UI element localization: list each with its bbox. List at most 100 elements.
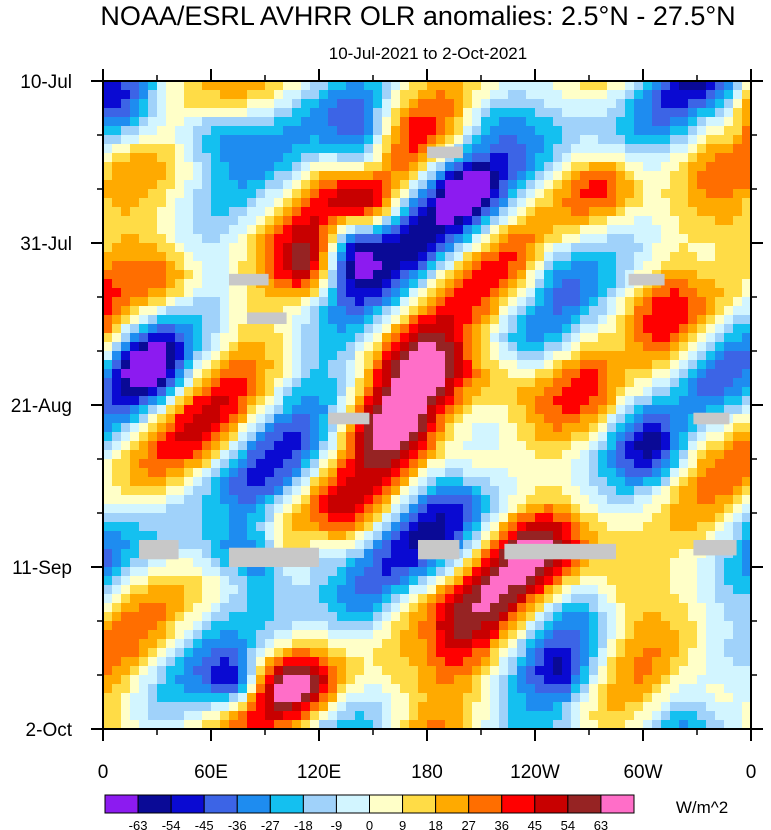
anomaly-cell <box>184 675 194 685</box>
anomaly-cell <box>391 495 401 505</box>
anomaly-cell <box>490 684 500 694</box>
anomaly-cell <box>229 81 239 91</box>
anomaly-cell <box>157 558 167 568</box>
anomaly-cell <box>337 405 347 415</box>
anomaly-cell <box>355 99 365 109</box>
anomaly-cell <box>553 234 563 244</box>
anomaly-cell <box>274 135 284 145</box>
anomaly-cell <box>724 513 734 523</box>
anomaly-cell <box>211 585 221 595</box>
anomaly-cell <box>553 639 563 649</box>
anomaly-cell <box>274 405 284 415</box>
anomaly-cell <box>211 279 221 289</box>
anomaly-cell <box>256 207 266 217</box>
anomaly-cell <box>535 270 545 280</box>
anomaly-cell <box>571 207 581 217</box>
anomaly-cell <box>337 279 347 289</box>
anomaly-cell <box>481 567 491 577</box>
anomaly-cell <box>220 198 230 208</box>
anomaly-cell <box>202 684 212 694</box>
anomaly-cell <box>193 333 203 343</box>
anomaly-cell <box>544 459 554 469</box>
anomaly-cell <box>436 315 446 325</box>
anomaly-cell <box>265 477 275 487</box>
anomaly-cell <box>562 387 572 397</box>
anomaly-cell <box>265 702 275 712</box>
anomaly-cell <box>103 252 113 262</box>
anomaly-cell <box>346 108 356 118</box>
anomaly-cell <box>247 90 257 100</box>
anomaly-cell <box>544 189 554 199</box>
anomaly-cell <box>697 558 707 568</box>
anomaly-cell <box>283 288 293 298</box>
anomaly-cell <box>499 198 509 208</box>
anomaly-cell <box>373 549 383 559</box>
anomaly-cell <box>121 117 131 127</box>
anomaly-cell <box>310 207 320 217</box>
anomaly-cell <box>319 180 329 190</box>
anomaly-cell <box>301 522 311 532</box>
anomaly-cell <box>400 234 410 244</box>
anomaly-cell <box>148 630 158 640</box>
anomaly-cell <box>616 297 626 307</box>
anomaly-cell <box>373 234 383 244</box>
anomaly-cell <box>661 513 671 523</box>
anomaly-cell <box>346 540 356 550</box>
anomaly-cell <box>301 432 311 442</box>
anomaly-cell <box>166 675 176 685</box>
anomaly-cell <box>256 99 266 109</box>
anomaly-cell <box>490 108 500 118</box>
anomaly-cell <box>715 504 725 514</box>
anomaly-cell <box>256 468 266 478</box>
anomaly-cell <box>247 504 257 514</box>
anomaly-cell <box>283 414 293 424</box>
anomaly-cell <box>346 621 356 631</box>
anomaly-cell <box>211 630 221 640</box>
anomaly-cell <box>625 405 635 415</box>
anomaly-cell <box>220 99 230 109</box>
anomaly-cell <box>184 135 194 145</box>
anomaly-cell <box>454 630 464 640</box>
anomaly-cell <box>508 486 518 496</box>
anomaly-cell <box>175 351 185 361</box>
anomaly-cell <box>670 540 680 550</box>
anomaly-cell <box>733 252 743 262</box>
anomaly-cell <box>670 450 680 460</box>
anomaly-cell <box>355 225 365 235</box>
anomaly-cell <box>175 144 185 154</box>
anomaly-cell <box>742 342 752 352</box>
anomaly-cell <box>148 387 158 397</box>
anomaly-cell <box>391 81 401 91</box>
anomaly-cell <box>697 648 707 658</box>
anomaly-cell <box>724 630 734 640</box>
anomaly-cell <box>202 207 212 217</box>
anomaly-cell <box>670 306 680 316</box>
anomaly-cell <box>400 486 410 496</box>
anomaly-cell <box>517 468 527 478</box>
anomaly-cell <box>598 657 608 667</box>
anomaly-cell <box>544 297 554 307</box>
anomaly-cell <box>652 558 662 568</box>
anomaly-cell <box>643 99 653 109</box>
anomaly-cell <box>310 144 320 154</box>
anomaly-cell <box>292 702 302 712</box>
anomaly-cell <box>472 603 482 613</box>
anomaly-cell <box>130 360 140 370</box>
anomaly-cell <box>319 702 329 712</box>
anomaly-cell <box>139 144 149 154</box>
plot-area <box>103 81 752 730</box>
anomaly-cell <box>634 459 644 469</box>
anomaly-cell <box>364 531 374 541</box>
anomaly-cell <box>238 495 248 505</box>
anomaly-cell <box>661 414 671 424</box>
anomaly-cell <box>220 603 230 613</box>
anomaly-cell <box>661 423 671 433</box>
anomaly-cell <box>220 144 230 154</box>
anomaly-cell <box>445 630 455 640</box>
anomaly-cell <box>229 207 239 217</box>
anomaly-cell <box>229 684 239 694</box>
anomaly-cell <box>454 639 464 649</box>
anomaly-cell <box>571 693 581 703</box>
anomaly-cell <box>625 414 635 424</box>
anomaly-cell <box>103 342 113 352</box>
